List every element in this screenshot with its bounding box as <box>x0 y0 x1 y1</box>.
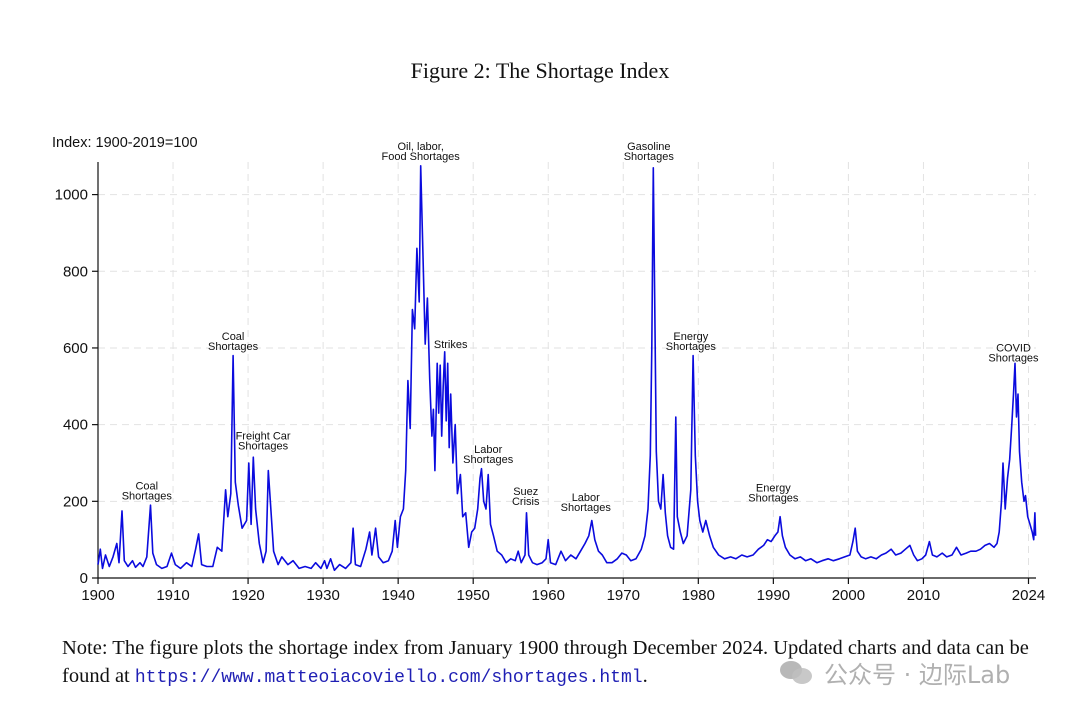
annotation-label: Shortages <box>988 352 1039 364</box>
note-suffix: . <box>642 665 648 687</box>
watermark: 公众号 · 边际Lab <box>780 652 1010 692</box>
annotation-label: Shortages <box>463 454 514 466</box>
y-tick-label: 1000 <box>55 187 88 204</box>
figure-title: Figure 2: The Shortage Index <box>410 58 670 83</box>
annotation-label: Energy <box>756 482 791 494</box>
annotation-label: Suez <box>513 486 538 498</box>
x-tick-label: 1990 <box>757 587 790 604</box>
annotation-label: Freight Car <box>236 431 291 443</box>
x-tick-label: 1950 <box>457 587 490 604</box>
x-tick-label: 1930 <box>306 587 339 604</box>
y-tick-label: 600 <box>63 340 88 357</box>
watermark-text: 公众号 · 边际Lab <box>824 660 1011 689</box>
x-tick-label: 2000 <box>832 587 865 604</box>
x-tick-label: 2010 <box>907 587 940 604</box>
annotation-label: Shortages <box>624 151 675 163</box>
y-tick-label: 200 <box>63 493 88 510</box>
annotation-label: Crisis <box>512 496 540 508</box>
annotation-label: Shortages <box>238 441 289 453</box>
annotation-label: Shortages <box>122 490 173 502</box>
annotation-label: Oil, labor, <box>397 141 443 153</box>
annotation-label: Shortages <box>748 492 799 504</box>
annotation-label: Shortages <box>208 341 259 353</box>
annotation-label: Strikes <box>434 339 468 351</box>
x-tick-label: 1960 <box>532 587 565 604</box>
annotation-label: Food Shortages <box>382 151 461 163</box>
y-tick-label: 800 <box>63 263 88 280</box>
annotation-label: Shortages <box>666 341 717 353</box>
x-tick-label: 2024 <box>1012 587 1045 604</box>
annotation-label: COVID <box>996 342 1031 354</box>
y-axis-label: Index: 1900-2019=100 <box>52 135 198 151</box>
x-tick-label: 1920 <box>231 587 264 604</box>
wechat-icon <box>780 659 814 685</box>
annotation-label: Coal <box>222 331 245 343</box>
annotation-label: Coal <box>135 480 158 492</box>
annotation-label: Gasoline <box>627 141 670 153</box>
shortage-index-chart: 0 200 400 600 800 1000 1900 1910 1920 1930 1940 195… <box>52 135 1045 604</box>
note-text: Note: The figure plots the shortage inde… <box>62 637 1029 687</box>
x-tick-label: 1910 <box>156 587 189 604</box>
y-tick-label: 0 <box>80 570 88 587</box>
annotation-label: Energy <box>673 331 708 343</box>
x-tick-label: 1970 <box>607 587 640 604</box>
note-link[interactable]: https://www.matteoiacoviello.com/shortag… <box>134 668 643 688</box>
x-tick-label: 1940 <box>381 587 414 604</box>
series-line-shortage-index <box>97 165 1037 572</box>
annotation-label: Labor <box>474 444 502 456</box>
figure-note: Note: The figure plots the shortage inde… <box>62 634 1042 692</box>
annotation-label: Shortages <box>561 502 612 514</box>
x-tick-label: 1900 <box>81 587 114 604</box>
x-tick-label: 1980 <box>682 587 715 604</box>
annotation-label: Labor <box>572 492 600 504</box>
y-tick-label: 400 <box>63 417 88 434</box>
